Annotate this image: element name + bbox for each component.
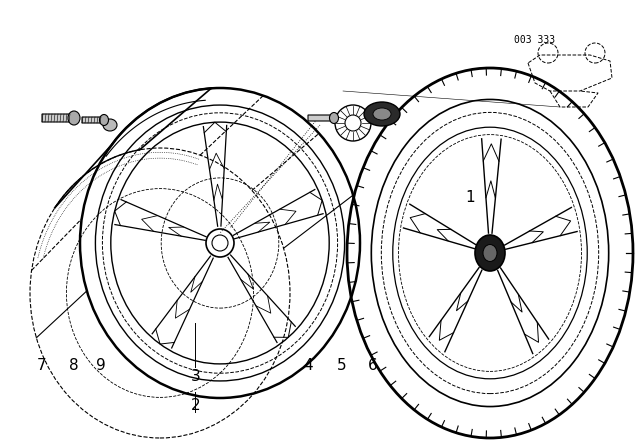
Text: 1: 1 <box>465 190 476 205</box>
FancyBboxPatch shape <box>82 117 104 123</box>
Text: 2: 2 <box>190 398 200 413</box>
Ellipse shape <box>475 235 505 271</box>
Text: 003 333: 003 333 <box>514 35 555 45</box>
Text: 7: 7 <box>36 358 47 373</box>
Text: 9: 9 <box>95 358 106 373</box>
FancyBboxPatch shape <box>42 114 74 122</box>
Text: 4: 4 <box>303 358 314 373</box>
Ellipse shape <box>364 102 400 126</box>
Text: 8: 8 <box>68 358 79 373</box>
Ellipse shape <box>99 115 109 125</box>
Ellipse shape <box>68 111 80 125</box>
Text: 5: 5 <box>337 358 347 373</box>
Text: 6: 6 <box>367 358 378 373</box>
FancyBboxPatch shape <box>308 115 334 121</box>
Ellipse shape <box>373 108 391 120</box>
Ellipse shape <box>103 119 117 131</box>
Ellipse shape <box>483 245 497 262</box>
Ellipse shape <box>330 112 339 124</box>
Text: 3: 3 <box>190 369 200 384</box>
